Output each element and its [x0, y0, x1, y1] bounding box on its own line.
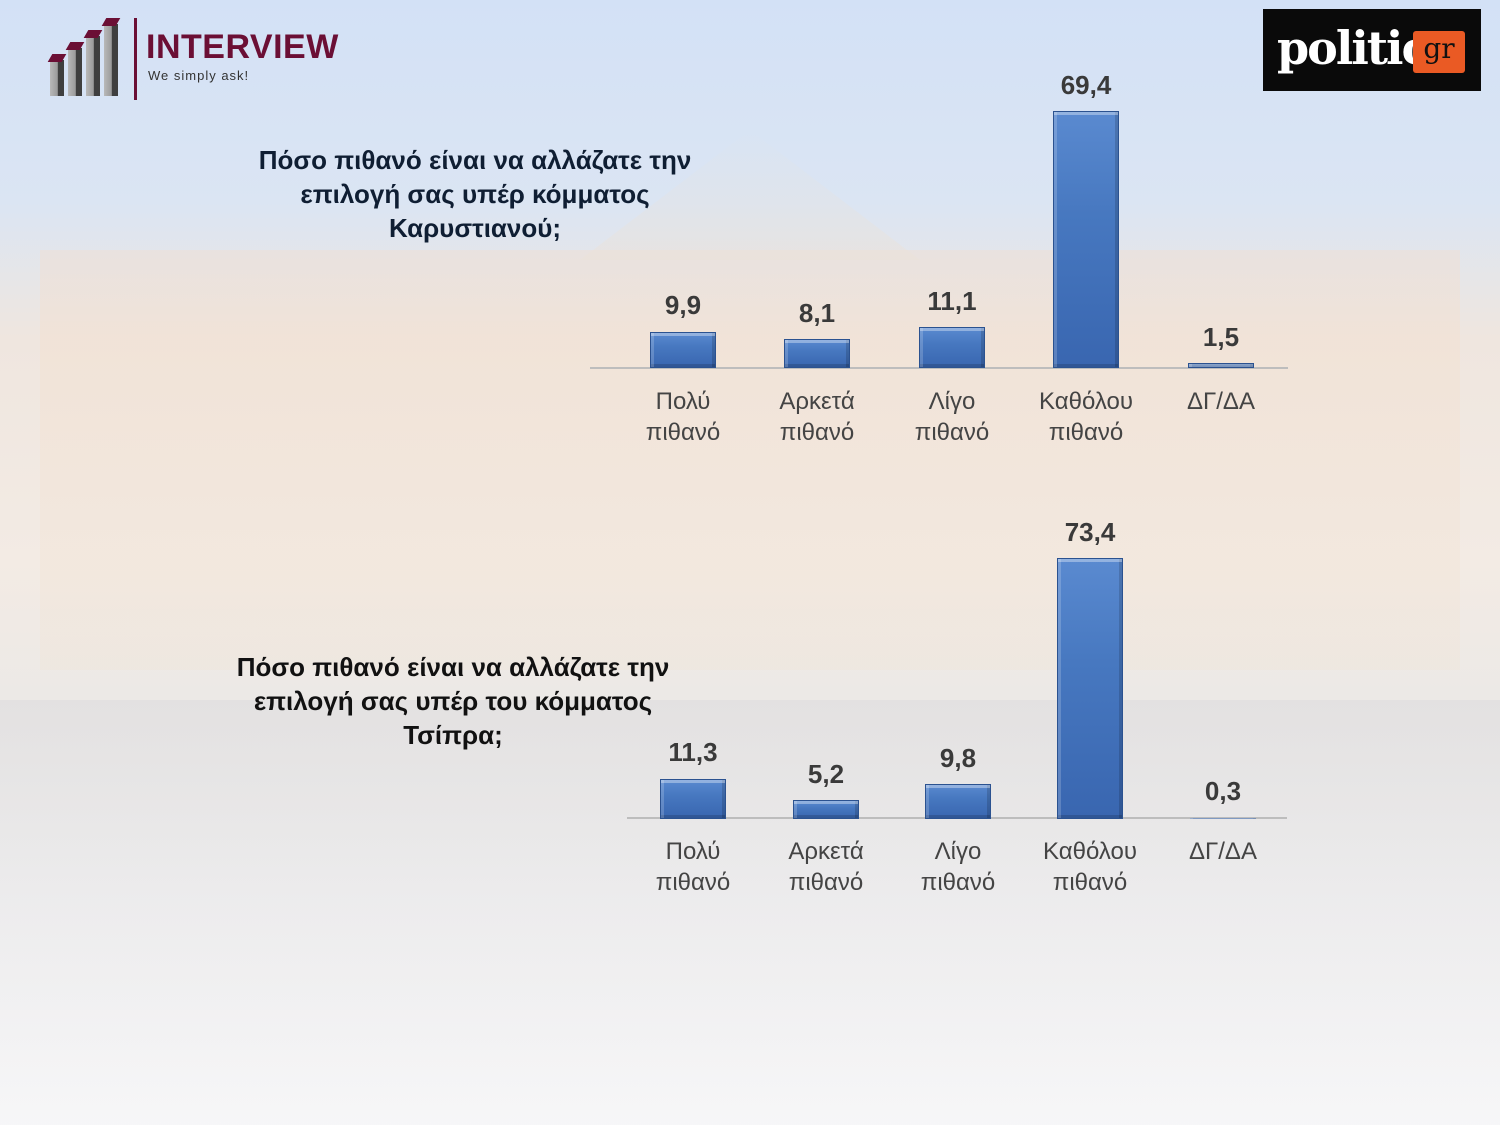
chart-2-bar-dgda	[1190, 818, 1256, 819]
chart-1-value-arketa: 8,1	[798, 298, 836, 328]
chart-2-category-dgda: ΔΓ/ΔΑ	[1189, 838, 1257, 865]
politic-wordmark: politic	[1277, 21, 1430, 75]
interview-logo: INTERVIEW We simply ask!	[46, 18, 376, 102]
chart-2-bar-katholou	[1057, 558, 1123, 819]
chart-1-category-poly: Πολύ πιθανό	[645, 388, 721, 446]
background-photo-parliament	[40, 250, 1460, 670]
chart-2-value-dgda: 0,3	[1204, 776, 1242, 806]
bar-chart-logo-icon	[46, 18, 126, 98]
chart-1-x-axis	[590, 367, 1288, 369]
chart-1-bar-katholou	[1053, 111, 1119, 368]
chart-2-bar-ligo	[925, 784, 991, 819]
politic-gr-logo: politic gr	[1263, 9, 1481, 91]
chart-2-category-poly: Πολύ πιθανό	[655, 838, 731, 896]
chart-2-value-arketa: 5,2	[807, 759, 845, 789]
chart-1-category-arketa: Αρκετά πιθανό	[779, 388, 855, 446]
chart-2-value-poly: 11,3	[668, 737, 718, 767]
logo-divider	[134, 18, 137, 100]
chart-2-bar-arketa	[793, 800, 859, 819]
chart-1-value-katholou: 69,4	[1060, 70, 1112, 100]
chart-1-category-dgda: ΔΓ/ΔΑ	[1187, 388, 1255, 415]
chart-2-category-ligo: Λίγο πιθανό	[920, 838, 996, 896]
interview-tagline: We simply ask!	[148, 68, 250, 83]
chart-2-category-katholou: Καθόλου πιθανό	[1043, 838, 1137, 896]
chart-1-bar-arketa	[784, 339, 850, 368]
chart-2-category-arketa: Αρκετά πιθανό	[788, 838, 864, 896]
chart-1-value-poly: 9,9	[664, 290, 702, 320]
chart-1-title: Πόσο πιθανό είναι να αλλάζατε την επιλογ…	[258, 145, 692, 243]
chart-2-value-ligo: 9,8	[939, 743, 977, 773]
chart-1-category-ligo: Λίγο πιθανό	[914, 388, 990, 446]
chart-1-category-katholou: Καθόλου πιθανό	[1039, 388, 1133, 446]
interview-wordmark: INTERVIEW	[146, 28, 339, 66]
chart-2-value-katholou: 73,4	[1064, 517, 1116, 547]
chart-1-value-dgda: 1,5	[1202, 322, 1240, 352]
chart-1-bar-dgda	[1188, 363, 1254, 368]
chart-2-bar-poly	[660, 779, 726, 819]
chart-1-value-ligo: 11,1	[927, 286, 977, 316]
chart-2-title: Πόσο πιθανό είναι να αλλάζατε την επιλογ…	[236, 652, 670, 750]
politic-gr-badge: gr	[1413, 31, 1465, 73]
chart-1-bar-ligo	[919, 327, 985, 368]
chart-1-bar-poly	[650, 332, 716, 368]
background-ground	[0, 700, 1500, 1125]
